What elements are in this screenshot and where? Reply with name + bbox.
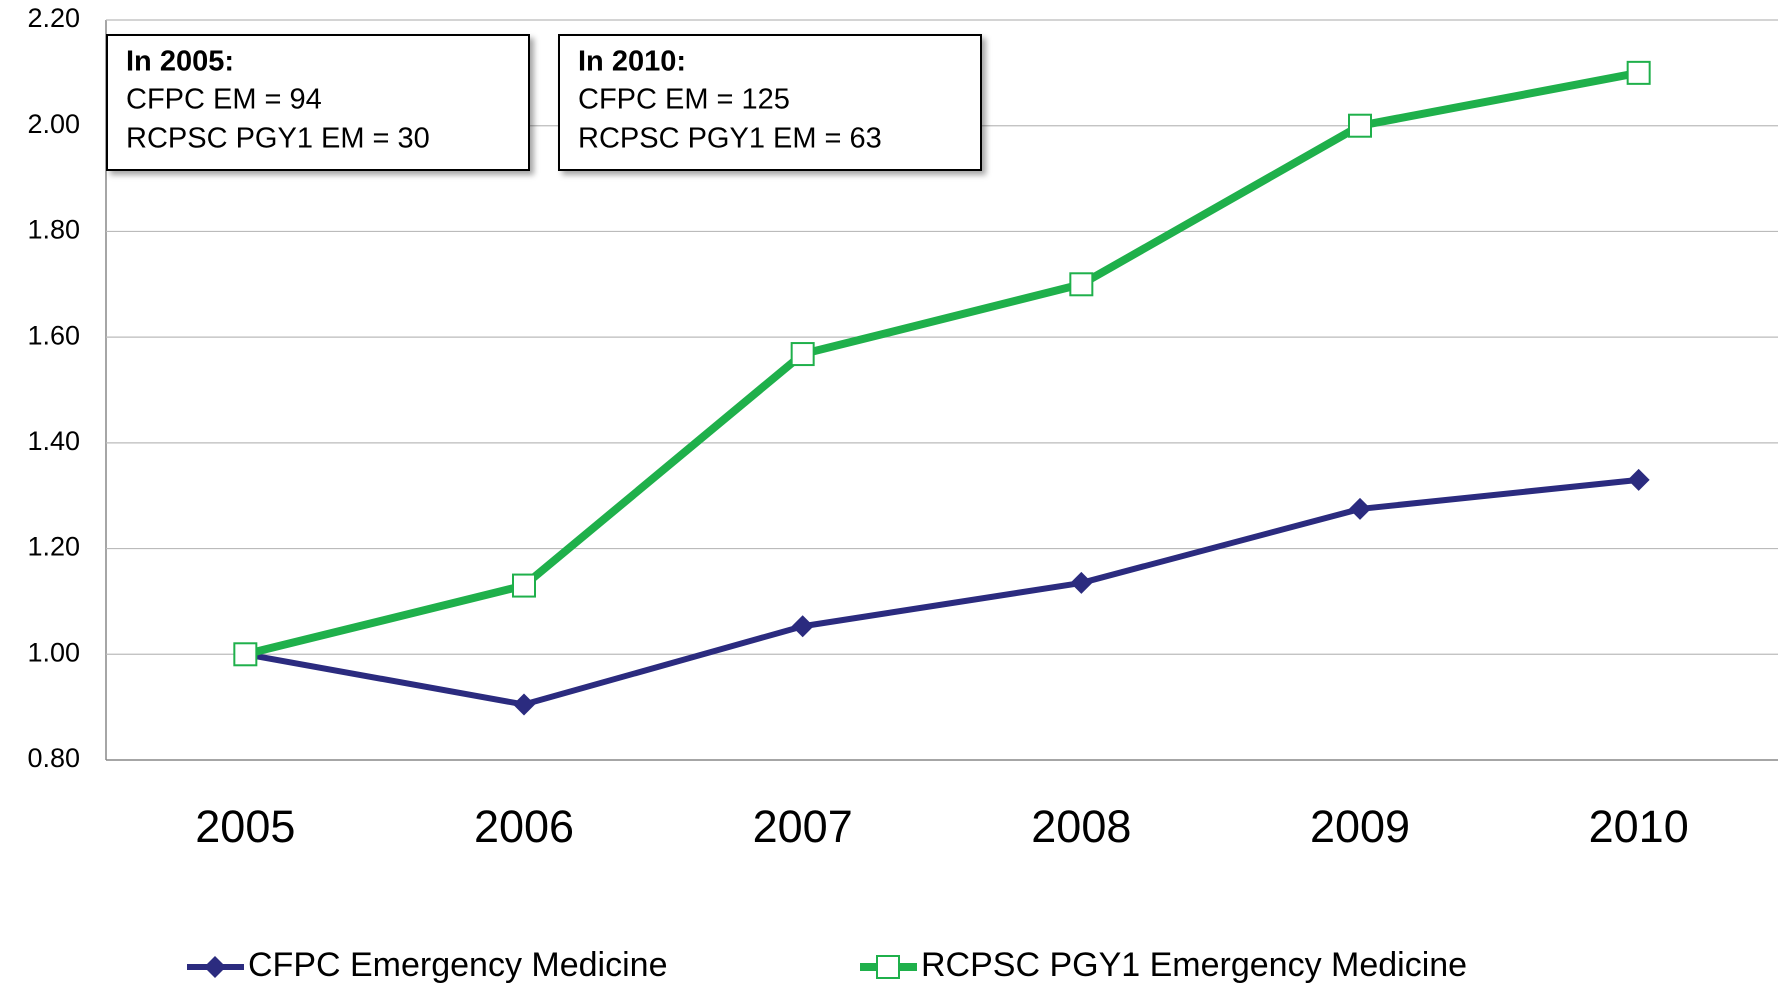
- y-tick-label: 1.00: [27, 637, 80, 667]
- legend-label: RCPSC PGY1 Emergency Medicine: [921, 946, 1467, 984]
- x-tick-label: 2006: [474, 801, 574, 852]
- x-tick-label: 2009: [1310, 801, 1410, 852]
- x-tick-label: 2005: [195, 801, 295, 852]
- y-tick-label: 2.00: [27, 109, 80, 139]
- annotation-box: [558, 34, 982, 171]
- y-tick-label: 1.80: [27, 215, 80, 245]
- marker: [876, 955, 900, 979]
- annotation-line: CFPC EM = 125: [578, 84, 790, 116]
- y-tick-label: 1.60: [27, 320, 80, 350]
- x-tick-label: 2007: [753, 801, 853, 852]
- marker: [790, 342, 815, 367]
- marker: [791, 615, 814, 638]
- series-line: [244, 476, 1639, 708]
- x-tick-label: 2010: [1589, 801, 1689, 852]
- x-tick-label: 2008: [1031, 801, 1131, 852]
- marker: [1348, 113, 1372, 138]
- annotation-title: In 2005:: [126, 46, 234, 78]
- marker: [233, 642, 258, 667]
- series-line: [244, 68, 1640, 659]
- marker: [1627, 468, 1650, 491]
- legend-label: CFPC Emergency Medicine: [248, 946, 667, 984]
- marker: [1626, 60, 1651, 85]
- marker: [1069, 272, 1094, 297]
- marker: [513, 693, 535, 716]
- annotation-line: RCPSC PGY1 EM = 63: [578, 123, 882, 155]
- annotation-title: In 2010:: [578, 46, 686, 78]
- marker: [512, 573, 536, 598]
- annotation-box: [106, 34, 530, 171]
- marker: [1070, 571, 1093, 594]
- marker: [1349, 497, 1371, 520]
- marker: [204, 956, 226, 978]
- annotation-line: RCPSC PGY1 EM = 30: [126, 123, 430, 155]
- y-tick-label: 0.80: [27, 743, 80, 773]
- y-tick-label: 2.20: [27, 3, 80, 33]
- y-tick-label: 1.20: [27, 532, 80, 562]
- y-tick-label: 1.40: [27, 426, 80, 456]
- annotation-line: CFPC EM = 94: [126, 84, 322, 116]
